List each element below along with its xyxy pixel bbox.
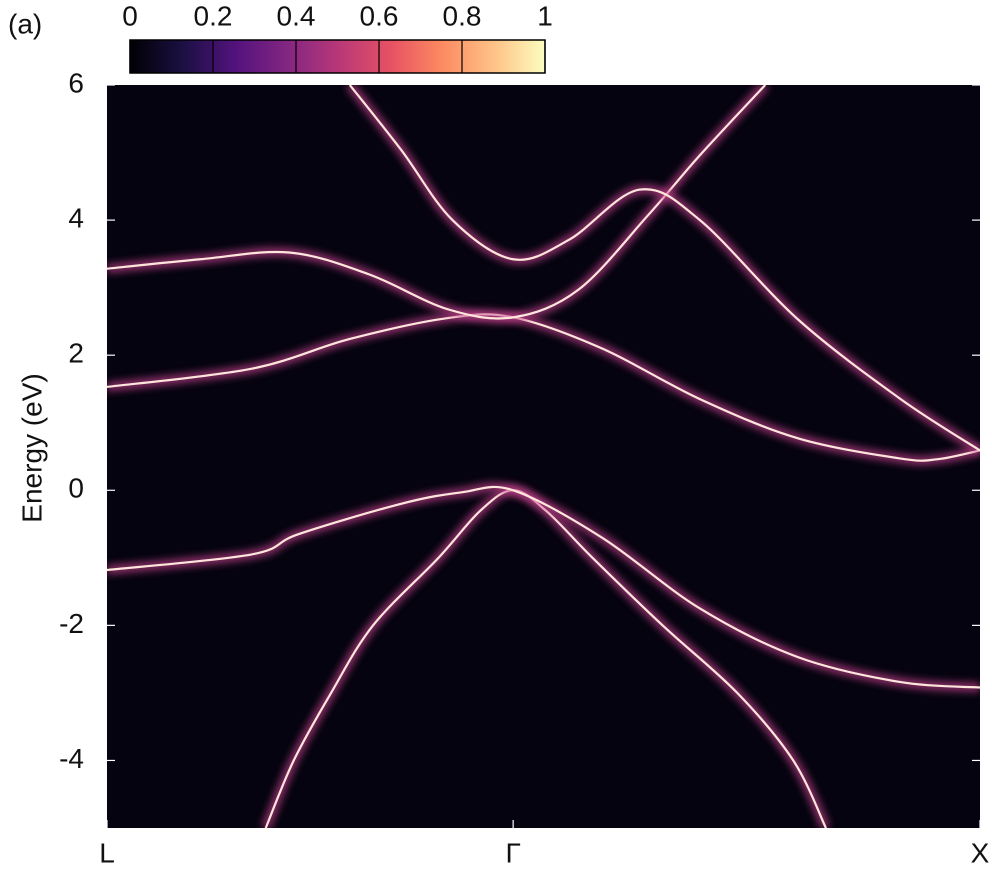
x-tick-label: X <box>971 837 990 868</box>
x-tick-label: Γ <box>505 837 520 868</box>
y-tick-label: 0 <box>68 473 84 504</box>
colorbar-tick-label: 0.8 <box>443 0 482 31</box>
colorbar-tick-label: 0.4 <box>277 0 316 31</box>
band-line <box>107 313 980 462</box>
band-line <box>107 85 767 320</box>
y-tick-label: -2 <box>59 608 84 639</box>
y-tick-label: 4 <box>68 202 84 233</box>
y-tick-label: 6 <box>68 67 84 98</box>
band-line <box>107 485 980 689</box>
colorbar-tick-label: 0.2 <box>194 0 233 31</box>
y-tick-label: -4 <box>59 743 84 774</box>
plot-area <box>107 85 980 828</box>
colorbar-tick-label: 0.6 <box>360 0 399 31</box>
bands <box>107 85 980 828</box>
y-tick-label: 2 <box>68 338 84 369</box>
colorbar <box>129 39 546 74</box>
x-tick-label: L <box>99 837 115 868</box>
colorbar-tick-label: 1 <box>537 0 553 31</box>
band-line <box>348 85 980 452</box>
panel-label: (a) <box>8 8 42 39</box>
colorbar-tick-label: 0 <box>122 0 138 31</box>
y-axis-label: Energy (eV) <box>16 373 47 522</box>
